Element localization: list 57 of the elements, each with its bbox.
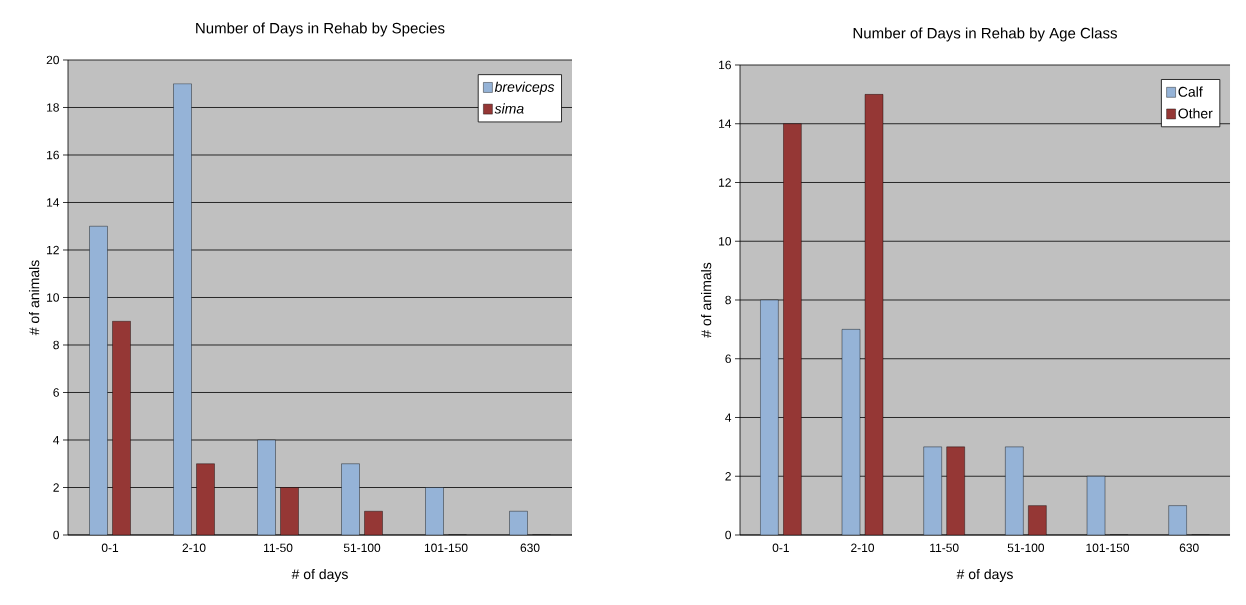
x-tick-label: 2-10	[851, 543, 875, 553]
y-tick-label: 12	[719, 178, 731, 187]
x-tick-label: 51-100	[343, 543, 381, 553]
x-tick-label: 0-1	[101, 543, 119, 553]
bar	[112, 321, 131, 535]
y-axis-title: # of animals	[28, 260, 40, 336]
legend-label: sima	[494, 103, 524, 114]
x-axis-title: # of days	[956, 568, 1013, 582]
bar	[1005, 446, 1024, 535]
y-tick-label: 8	[53, 340, 59, 350]
y-tick-label: 16	[47, 150, 59, 160]
bar	[425, 487, 444, 535]
x-tick-label: 101-150	[424, 543, 468, 553]
y-tick-label: 14	[47, 198, 60, 207]
chart-title: Number of Days in Rehab by Age Class	[853, 27, 1117, 42]
y-tick-label: 12	[47, 245, 59, 255]
y-tick-label: 16	[719, 60, 731, 70]
y-tick-label: 6	[725, 354, 731, 363]
x-tick-label: 630	[520, 543, 540, 553]
bar	[257, 439, 276, 535]
x-tick-label: 0-1	[772, 543, 789, 553]
y-tick-label: 10	[47, 293, 60, 302]
y-tick-label: 20	[46, 55, 60, 65]
y-axis-title: # of animals	[700, 262, 712, 338]
y-tick-label: 0	[725, 530, 732, 540]
bar	[923, 446, 942, 535]
legend-label: breviceps	[494, 81, 555, 95]
y-tick-label: 4	[53, 435, 60, 445]
y-tick-label: 2	[53, 483, 59, 492]
x-tick-label: 11-50	[264, 543, 293, 553]
y-tick-label: 14	[719, 119, 732, 128]
bar	[173, 83, 192, 535]
y-tick-label: 4	[725, 413, 732, 422]
x-tick-label: 2-10	[182, 543, 206, 553]
x-tick-label: 630	[1179, 543, 1199, 553]
bar	[89, 226, 108, 535]
y-tick-label: 18	[47, 103, 59, 112]
x-tick-label: 11-50	[930, 543, 959, 553]
y-tick-label: 2	[725, 472, 731, 481]
bar	[783, 123, 802, 535]
bar	[1028, 505, 1047, 535]
legend-label: Calf	[1178, 86, 1203, 97]
bar	[280, 487, 299, 535]
y-tick-label: 6	[53, 388, 59, 397]
y-tick-label: 10	[719, 237, 732, 246]
y-tick-label: 8	[725, 295, 731, 305]
y-tick-label: 0	[53, 530, 60, 540]
bar	[196, 463, 215, 535]
x-axis-title: # of days	[291, 568, 348, 582]
bar	[341, 463, 360, 535]
legend-label: Other	[1178, 108, 1213, 119]
bar	[1168, 505, 1187, 535]
bar	[946, 446, 965, 535]
x-tick-label: 101-150	[1086, 543, 1130, 553]
x-tick-label: 51-100	[1007, 543, 1045, 553]
bar	[760, 299, 779, 535]
chart-title: Number of Days in Rehab by Species	[196, 22, 445, 37]
